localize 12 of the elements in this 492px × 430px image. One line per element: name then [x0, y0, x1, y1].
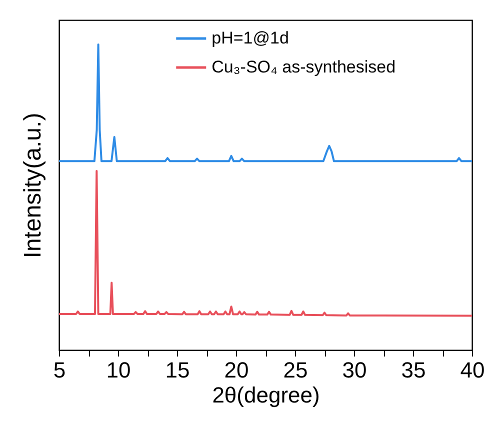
x-tick-label: 15	[165, 358, 190, 382]
legend-label: Cu₃-SO₄ as-synthesised	[212, 58, 396, 76]
x-tick-label: 40	[460, 358, 485, 382]
x-tick-label: 10	[106, 358, 131, 382]
x-tick-label: 5	[53, 358, 66, 382]
y-axis-title: Intensity(a.u.)	[20, 112, 46, 258]
x-tick-label: 30	[342, 358, 367, 382]
x-tick-label: 35	[401, 358, 426, 382]
x-axis-title: 2θ(degree)	[212, 382, 320, 408]
x-tick-label: 20	[224, 358, 249, 382]
legend-label: pH=1@1d	[212, 28, 289, 48]
x-tick-label: 25	[283, 358, 308, 382]
